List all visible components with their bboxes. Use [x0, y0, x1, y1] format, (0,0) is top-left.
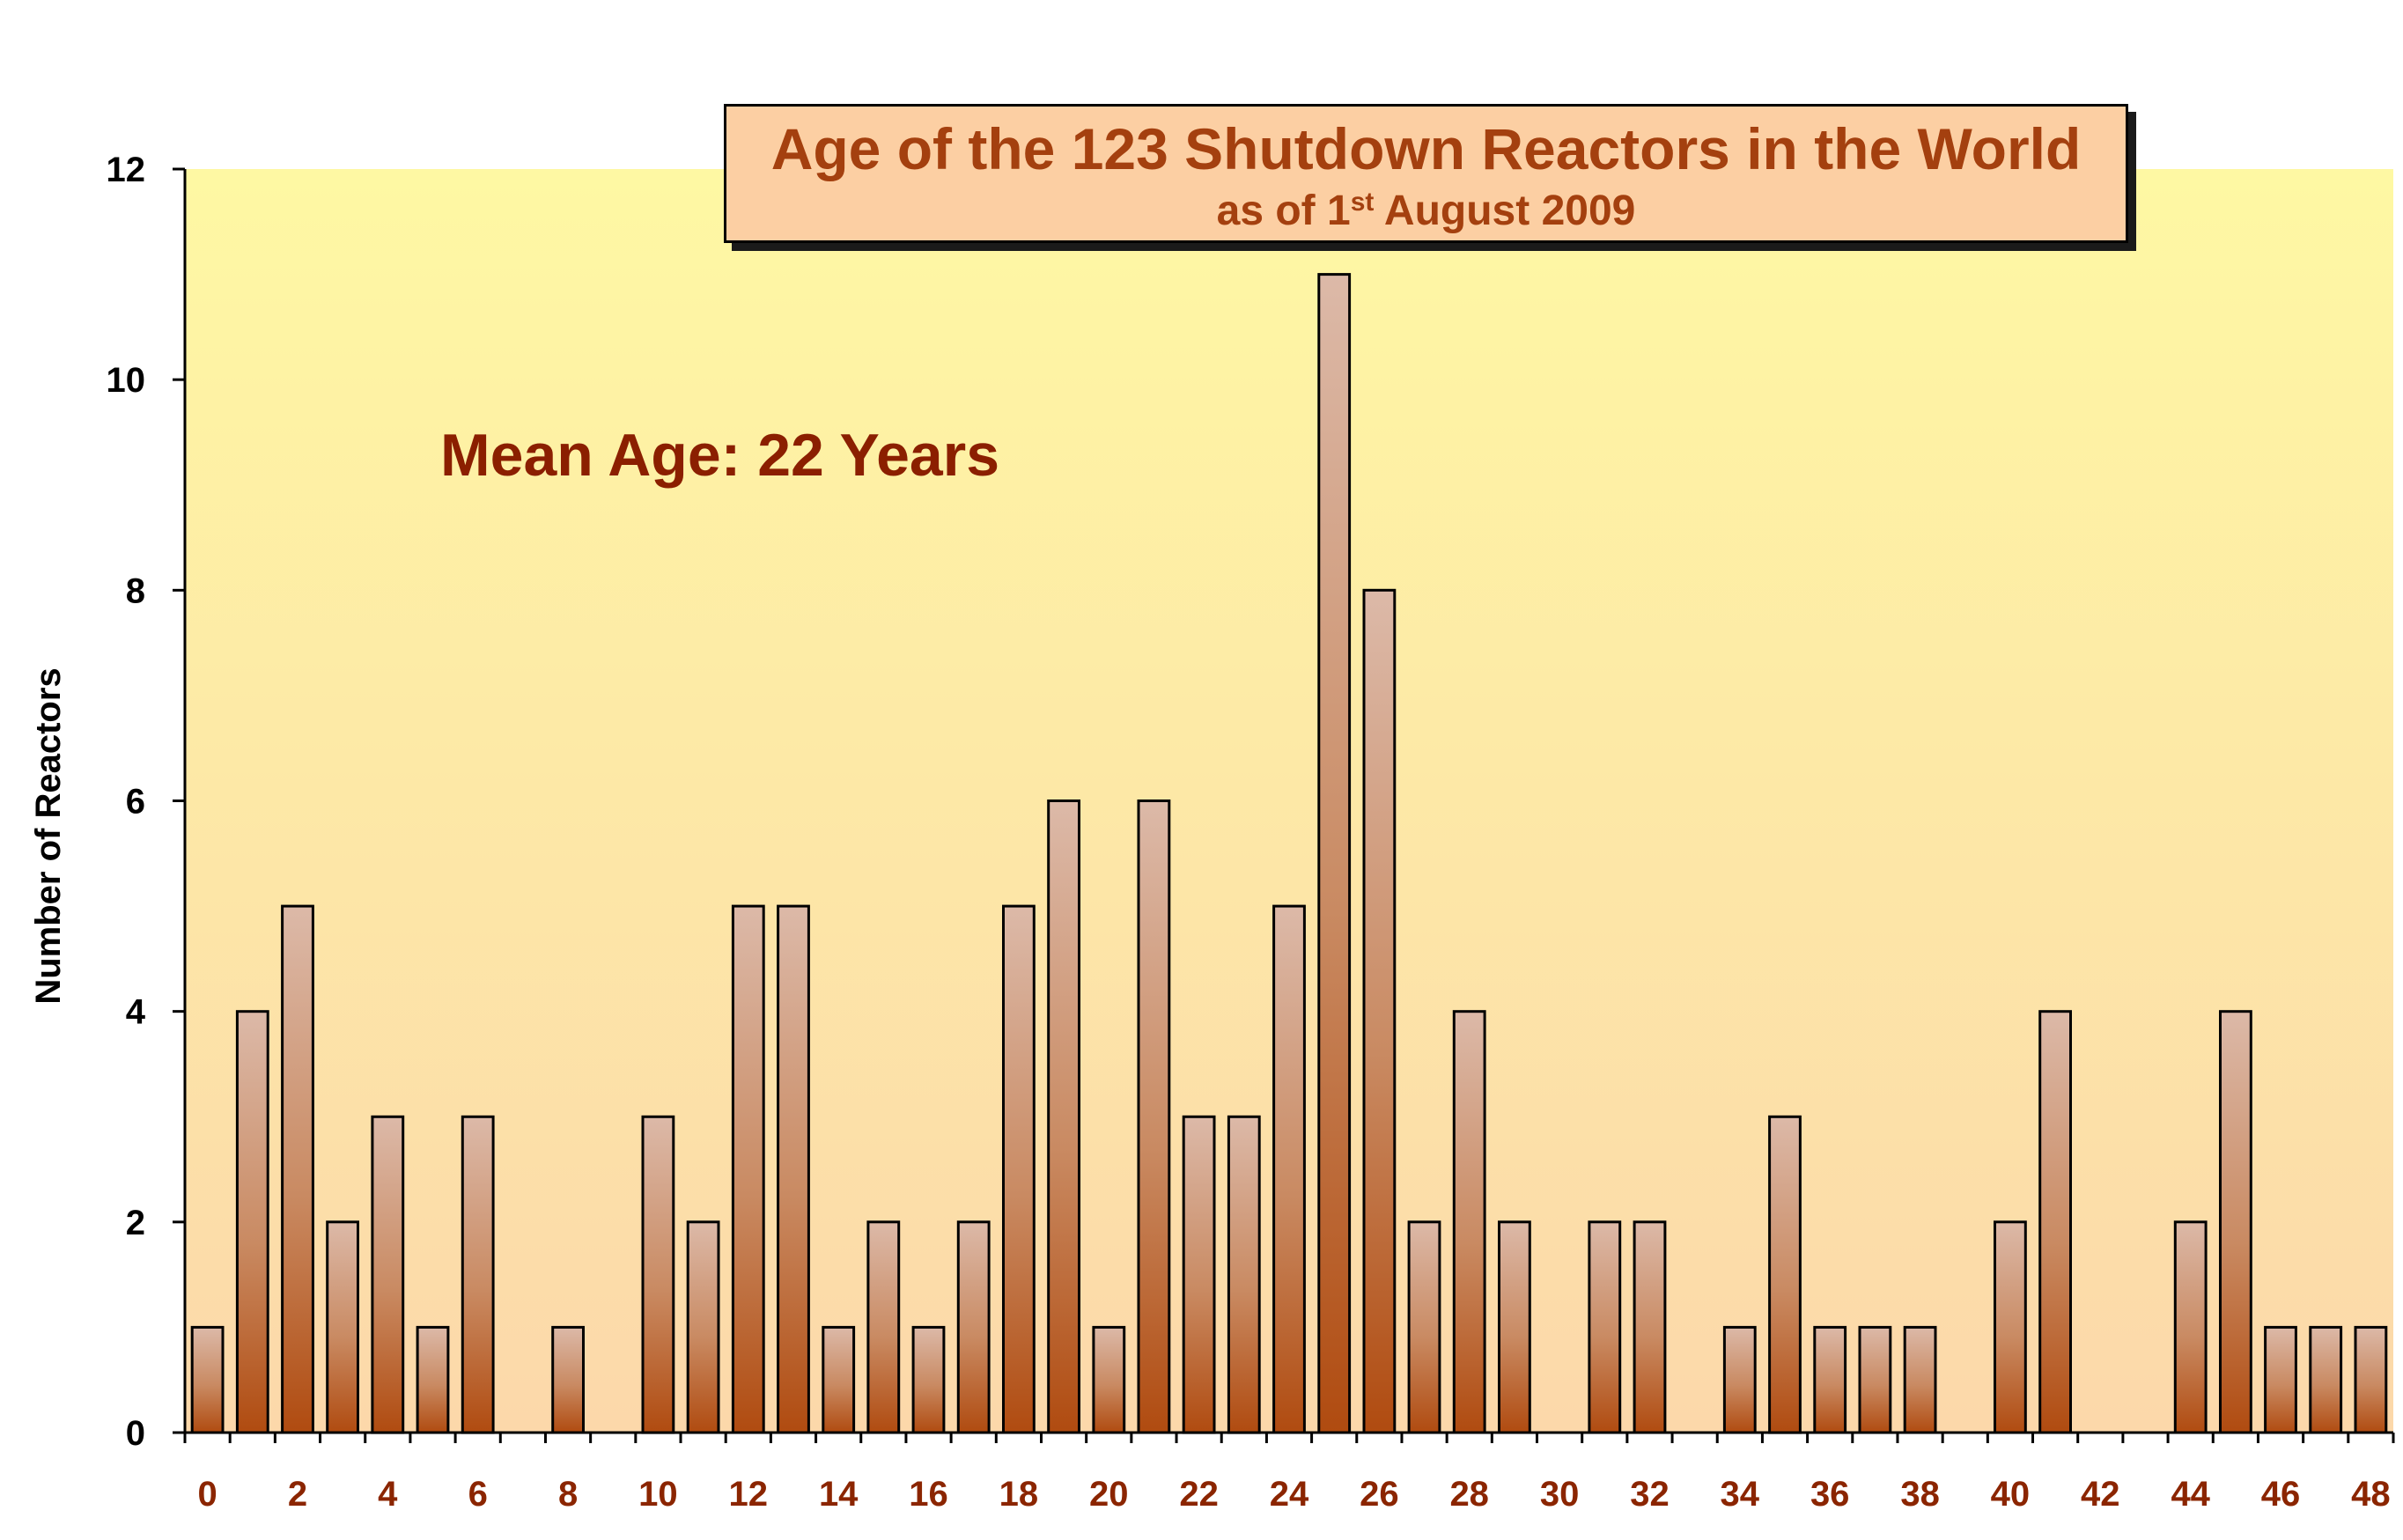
- bar-age-34: [1722, 1325, 1757, 1434]
- y-tick-label-12: 12: [107, 151, 146, 189]
- bar-age-32: [1633, 1220, 1667, 1434]
- x-tick-label-32: 32: [1630, 1475, 1670, 1514]
- bar-age-23: [1227, 1115, 1261, 1434]
- bar-age-37: [1858, 1325, 1892, 1434]
- bar-age-2: [281, 904, 314, 1434]
- x-tick-label-24: 24: [1270, 1475, 1309, 1514]
- bar-age-47: [2309, 1325, 2343, 1434]
- bar-age-20: [1092, 1325, 1126, 1434]
- bar-age-44: [2173, 1220, 2208, 1434]
- chart-title-box: Age of the 123 Shutdown Reactors in the …: [724, 104, 2128, 243]
- bar-age-0: [190, 1325, 225, 1434]
- x-tick-label-40: 40: [1991, 1475, 2031, 1514]
- bars-group: [190, 273, 2388, 1434]
- bar-age-31: [1588, 1220, 1622, 1434]
- bar-age-41: [2038, 1010, 2072, 1434]
- bar-age-18: [1002, 904, 1036, 1434]
- subtitle-prefix: as of 1: [1216, 188, 1351, 234]
- bar-age-46: [2264, 1325, 2297, 1434]
- chart-title: Age of the 123 Shutdown Reactors in the …: [770, 116, 2082, 181]
- bar-age-36: [1813, 1325, 1847, 1434]
- bar-age-38: [1903, 1325, 1937, 1434]
- x-tick-label-42: 42: [2081, 1475, 2120, 1514]
- bar-age-22: [1182, 1115, 1216, 1434]
- y-tick-label-6: 6: [126, 783, 145, 822]
- x-tick-label-8: 8: [558, 1475, 578, 1514]
- bar-age-14: [822, 1325, 856, 1434]
- bar-age-48: [2354, 1325, 2388, 1434]
- bar-age-19: [1047, 799, 1080, 1434]
- bar-age-17: [956, 1220, 991, 1434]
- bar-age-13: [777, 904, 810, 1434]
- x-tick-label-38: 38: [1900, 1475, 1940, 1514]
- bar-age-5: [416, 1325, 450, 1434]
- mean-age-annotation: Mean Age: 22 Years: [440, 422, 1000, 489]
- bar-age-6: [461, 1115, 495, 1434]
- bar-age-24: [1272, 904, 1306, 1434]
- bar-age-40: [1994, 1220, 2027, 1434]
- x-tick-label-0: 0: [197, 1475, 217, 1514]
- bar-age-10: [641, 1115, 675, 1434]
- x-tick-label-46: 46: [2261, 1475, 2301, 1514]
- x-tick-label-12: 12: [729, 1475, 769, 1514]
- bar-age-26: [1362, 588, 1397, 1434]
- y-axis-title: Number of Reactors: [29, 667, 68, 1004]
- x-tick-label-4: 4: [378, 1475, 398, 1514]
- bar-age-25: [1317, 273, 1352, 1434]
- x-tick-label-26: 26: [1360, 1475, 1399, 1514]
- x-tick-label-20: 20: [1089, 1475, 1129, 1514]
- x-tick-label-18: 18: [999, 1475, 1039, 1514]
- y-tick-label-4: 4: [126, 993, 146, 1032]
- bar-age-29: [1498, 1220, 1531, 1434]
- bar-age-8: [551, 1325, 586, 1434]
- y-tick-label-2: 2: [126, 1204, 145, 1242]
- x-tick-label-48: 48: [2351, 1475, 2391, 1514]
- bar-age-45: [2219, 1010, 2252, 1434]
- x-tick-label-28: 28: [1449, 1475, 1489, 1514]
- x-tick-label-14: 14: [819, 1475, 859, 1514]
- bar-age-1: [235, 1010, 269, 1434]
- y-tick-label-10: 10: [107, 361, 146, 400]
- bar-age-21: [1137, 799, 1171, 1434]
- x-tick-label-10: 10: [638, 1475, 678, 1514]
- x-tick-label-16: 16: [909, 1475, 948, 1514]
- x-tick-label-36: 36: [1810, 1475, 1850, 1514]
- x-ticks-group: 0 2 4 6 8 10 12 14 16 18 20 22 24 26 28 30 32 34 36 38 40 42 4…: [183, 1433, 2395, 1514]
- subtitle-ordinal-suffix: st: [1350, 188, 1375, 217]
- bar-age-12: [731, 904, 765, 1434]
- bar-age-3: [326, 1220, 360, 1434]
- bar-age-11: [686, 1220, 720, 1434]
- bar-age-27: [1407, 1220, 1441, 1434]
- subtitle-suffix: August 2009: [1374, 188, 1636, 234]
- bar-age-4: [371, 1115, 405, 1434]
- y-ticks-group: 0 2 4 6 8 10 12: [107, 151, 185, 1453]
- x-tick-label-44: 44: [2171, 1475, 2210, 1514]
- x-tick-label-6: 6: [468, 1475, 488, 1514]
- y-tick-label-0: 0: [126, 1414, 145, 1453]
- bar-age-15: [866, 1220, 901, 1434]
- chart-subtitle: as of 1st August 2009: [726, 188, 2126, 235]
- bar-age-28: [1452, 1010, 1486, 1434]
- x-tick-label-2: 2: [288, 1475, 307, 1514]
- x-tick-label-34: 34: [1721, 1475, 1760, 1514]
- y-tick-label-8: 8: [126, 571, 145, 610]
- bar-age-35: [1768, 1115, 1802, 1434]
- bar-age-16: [911, 1325, 946, 1434]
- x-tick-label-22: 22: [1179, 1475, 1219, 1514]
- x-tick-label-30: 30: [1540, 1475, 1580, 1514]
